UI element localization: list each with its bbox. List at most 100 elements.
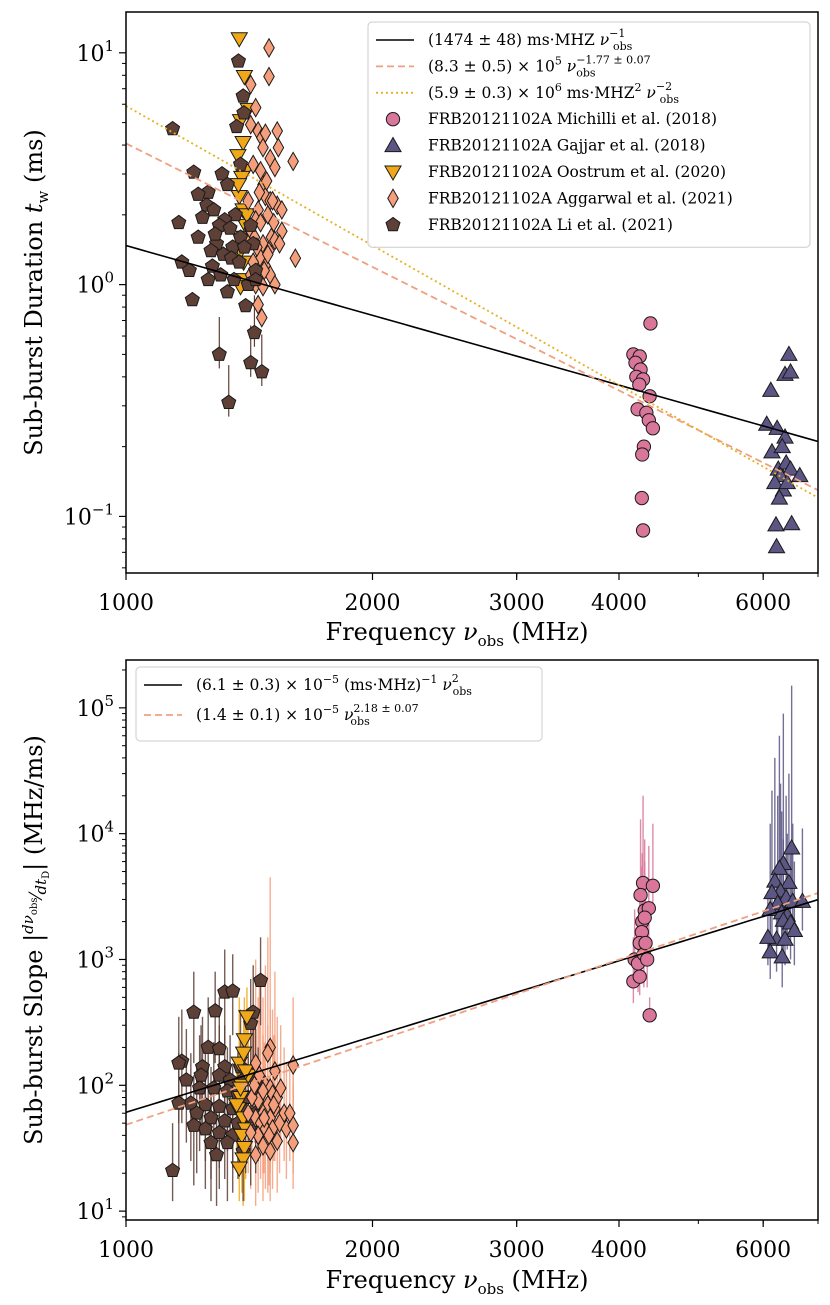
data-point-gajjar: [785, 921, 804, 938]
data-point-aggarwal: [271, 1131, 284, 1152]
legend-label: FRB20121102A Li et al. (2021): [428, 216, 673, 234]
legend-label: (8.3 ± 0.5) × 105 ν−1.77 ± 0.07 obs: [428, 53, 651, 79]
data-point-oostrum: [229, 149, 247, 165]
data-point-gajjar: [767, 537, 786, 554]
data-point-oostrum: [238, 1010, 256, 1026]
legend-marker-oostrum: [384, 165, 402, 182]
data-point-aggarwal: [263, 1125, 275, 1146]
data-point-aggarwal: [244, 114, 257, 135]
data-point-aggarwal: [254, 212, 267, 233]
data-point-oostrum: [235, 1141, 254, 1157]
data-point-li: [231, 254, 247, 269]
data-point-michilli: [645, 878, 661, 893]
data-point-li: [211, 1124, 227, 1140]
legend-entry-aggarwal: FRB20121102A Aggarwal et al. (2021): [387, 188, 733, 209]
y-tick-label: 104: [76, 818, 114, 848]
data-point-michilli: [634, 490, 649, 506]
data-point-li: [200, 271, 216, 287]
data-point-li: [236, 105, 252, 120]
data-point-aggarwal: [271, 120, 284, 142]
data-point-li: [178, 1072, 194, 1087]
data-point-gajjar: [770, 489, 789, 505]
data-point-gajjar: [758, 928, 777, 944]
y-axis-label: Sub-burst Slope |dνobs⁄dtD| (MHz/ms): [19, 735, 52, 1145]
data-point-oostrum: [227, 1098, 246, 1114]
legend-label: FRB20121102A Michilli et al. (2018): [428, 110, 717, 128]
x-tick-label: 2000: [344, 591, 400, 616]
series-michilli: [626, 875, 661, 1023]
series-aggarwal: [242, 37, 302, 328]
data-point-li: [235, 88, 251, 103]
series-li: [165, 53, 270, 409]
legend-label: FRB20121102A Aggarwal et al. (2021): [428, 189, 733, 207]
legend-box: [367, 21, 811, 248]
data-point-oostrum: [234, 136, 253, 152]
data-point-oostrum: [234, 1046, 253, 1063]
data-point-li: [211, 1040, 227, 1056]
data-point-aggarwal: [258, 1107, 271, 1129]
legend-marker-li: [385, 216, 401, 232]
legend-marker-aggarwal: [387, 188, 399, 209]
y-tick-label: 10−1: [64, 500, 114, 530]
plot-area: [126, 685, 818, 1206]
data-point-aggarwal: [269, 157, 281, 178]
data-point-li: [171, 214, 187, 230]
data-point-aggarwal: [283, 1103, 296, 1124]
data-point-li: [238, 297, 254, 313]
data-point-michilli: [642, 1008, 657, 1023]
data-point-oostrum: [230, 32, 249, 48]
y-axis-ticks: 101 102 103 104 105: [76, 692, 126, 1225]
data-point-li: [254, 363, 270, 379]
data-point-gajjar: [773, 947, 792, 964]
data-point-aggarwal: [253, 182, 266, 203]
data-point-aggarwal: [249, 1144, 262, 1165]
legend-entry-fit_dotted: (5.9 ± 0.3) × 106 ms·MHZ2 ν−2 obs: [376, 80, 679, 106]
legend-entry-gajjar: FRB20121102A Gajjar et al. (2018): [384, 136, 706, 155]
data-point-oostrum: [236, 1064, 255, 1081]
data-point-li: [253, 972, 269, 987]
data-point-aggarwal: [242, 190, 255, 211]
x-tick-label: 6000: [735, 591, 791, 616]
data-point-aggarwal: [263, 37, 275, 59]
x-axis-label: Frequency νobs (MHz): [326, 618, 589, 650]
data-point-li: [221, 394, 237, 409]
data-point-gajjar: [757, 415, 776, 431]
data-point-li: [219, 283, 235, 299]
data-point-gajjar: [767, 515, 785, 532]
y-tick-label: 101: [76, 37, 114, 67]
data-point-gajjar: [761, 381, 780, 397]
data-point-li: [206, 201, 222, 217]
y-tick-label: 101: [76, 1195, 114, 1225]
data-point-michilli: [632, 969, 647, 984]
data-point-aggarwal: [252, 294, 264, 315]
data-point-aggarwal: [244, 1122, 257, 1143]
data-point-li: [181, 262, 197, 277]
data-point-michilli: [635, 447, 650, 462]
data-point-li: [225, 983, 241, 998]
data-point-li: [184, 291, 200, 307]
data-point-aggarwal: [255, 307, 268, 328]
data-point-aggarwal: [269, 274, 281, 295]
legend-marker-michilli: [385, 112, 401, 127]
data-point-gajjar: [765, 473, 784, 490]
data-point-aggarwal: [273, 233, 286, 254]
data-point-gajjar: [781, 460, 800, 476]
data-point-gajjar: [776, 930, 794, 946]
data-point-oostrum: [234, 1152, 253, 1168]
x-tick-label: 4000: [591, 591, 647, 616]
data-point-michilli: [645, 421, 661, 436]
legend-entry-fit_solid: (1474 ± 48) ms·MHZ ν−1 obs: [376, 27, 633, 53]
series-gajjar: [757, 345, 809, 554]
legend-entry-fit_dashed: (1.4 ± 0.1) × 10−5 ν2.18 ± 0.07 obs: [144, 702, 419, 728]
data-point-li: [186, 1004, 202, 1019]
data-point-gajjar: [778, 473, 797, 490]
data-point-li: [197, 1096, 213, 1112]
data-point-oostrum: [230, 1161, 249, 1178]
legend-box: [135, 666, 543, 742]
legend-label: (1474 ± 48) ms·MHZ ν−1 obs: [428, 27, 633, 53]
data-point-aggarwal: [263, 66, 275, 87]
legend-entry-li: FRB20121102A Li et al. (2021): [385, 216, 673, 234]
x-tick-label: 3000: [489, 1238, 545, 1263]
data-point-li: [219, 176, 235, 192]
data-point-li: [194, 209, 211, 224]
